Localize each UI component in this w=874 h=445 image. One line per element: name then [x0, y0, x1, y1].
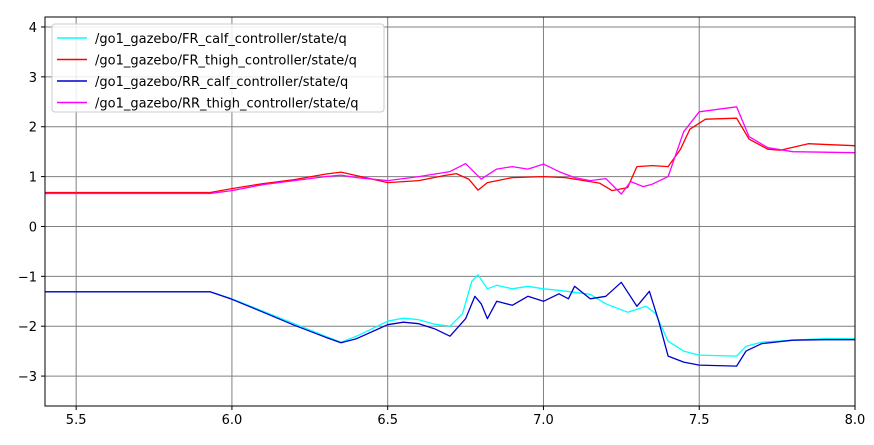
x-tick-label: 7.0: [533, 413, 554, 428]
series-layer: [45, 106, 856, 367]
plot-frame: [44, 16, 856, 407]
x-tick-label: 6.5: [377, 413, 398, 428]
x-tick-label: 8.0: [845, 413, 866, 428]
series-line-2: [45, 281, 855, 367]
x-tick-label: 7.5: [689, 413, 710, 428]
series-line-3: [45, 106, 856, 195]
y-tick-label: 0: [29, 220, 37, 235]
legend-box: [51, 23, 385, 113]
legend-label: /go1_gazebo/FR_thigh_controller/state/q: [95, 54, 357, 69]
series-line-1: [45, 117, 856, 194]
y-tick-label: −3: [18, 370, 37, 385]
legend-label: /go1_gazebo/RR_thigh_controller/state/q: [95, 97, 358, 112]
x-tick-label: 6.0: [222, 413, 243, 428]
legend: /go1_gazebo/FR_calf_controller/state/q/g…: [51, 23, 385, 113]
y-tick-label: 1: [29, 171, 37, 186]
y-tick-label: −1: [18, 270, 37, 285]
legend-label: /go1_gazebo/FR_calf_controller/state/q: [95, 32, 347, 47]
series-line-0: [45, 274, 855, 357]
legend-label: /go1_gazebo/RR_calf_controller/state/q: [95, 75, 348, 90]
tick-layer: 5.5 6.0 6.5 7.0 7.5 8.0 −3 −2 −1 0 1 2 3 4: [18, 21, 866, 428]
x-tick-label: 5.5: [66, 413, 87, 428]
y-tick-label: 2: [29, 121, 37, 136]
y-tick-label: 4: [29, 21, 37, 36]
y-tick-label: −2: [18, 320, 37, 335]
y-tick-label: 3: [29, 71, 37, 86]
